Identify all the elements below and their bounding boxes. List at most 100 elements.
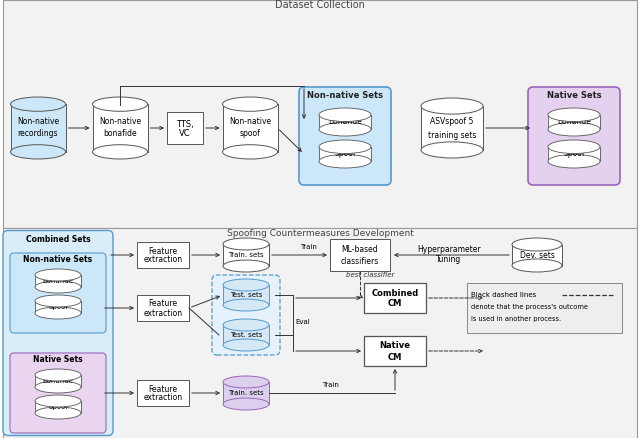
Text: Feature: Feature [148, 300, 177, 308]
FancyBboxPatch shape [3, 228, 637, 438]
FancyBboxPatch shape [137, 380, 189, 406]
Ellipse shape [35, 307, 81, 319]
FancyBboxPatch shape [35, 301, 81, 313]
Text: Train: Train [321, 382, 339, 388]
Ellipse shape [223, 398, 269, 410]
FancyBboxPatch shape [35, 401, 81, 413]
Text: Train: Train [300, 244, 316, 250]
Ellipse shape [10, 145, 65, 159]
Ellipse shape [35, 395, 81, 407]
Ellipse shape [223, 319, 269, 331]
FancyBboxPatch shape [10, 104, 65, 152]
Text: ASVspoof 5: ASVspoof 5 [430, 117, 474, 126]
Text: Spoof: Spoof [48, 404, 68, 410]
Text: Non-native Sets: Non-native Sets [24, 255, 93, 265]
FancyBboxPatch shape [421, 106, 483, 150]
Text: extraction: extraction [143, 308, 182, 318]
FancyBboxPatch shape [137, 242, 189, 268]
Ellipse shape [223, 299, 269, 311]
Text: classifiers: classifiers [341, 257, 379, 265]
Text: Spoof: Spoof [334, 149, 356, 159]
Text: Non-native: Non-native [17, 117, 59, 127]
FancyBboxPatch shape [137, 295, 189, 321]
Text: VC: VC [179, 130, 191, 138]
Text: Feature: Feature [148, 385, 177, 393]
Ellipse shape [223, 279, 269, 291]
Ellipse shape [223, 260, 269, 272]
FancyBboxPatch shape [93, 104, 147, 152]
Text: is used in another process.: is used in another process. [471, 316, 561, 322]
Text: Feature: Feature [148, 247, 177, 255]
Text: Hyperparameter: Hyperparameter [417, 246, 481, 254]
Text: Train. sets: Train. sets [228, 390, 264, 396]
Text: Eval: Eval [295, 319, 310, 325]
Text: Test. sets: Test. sets [230, 292, 262, 298]
Text: training sets: training sets [428, 131, 476, 139]
Text: Spoofing Countermeasures Development: Spoofing Countermeasures Development [227, 229, 413, 237]
Text: Native Sets: Native Sets [33, 356, 83, 364]
FancyBboxPatch shape [319, 147, 371, 161]
Ellipse shape [223, 145, 278, 159]
FancyBboxPatch shape [3, 0, 637, 228]
FancyBboxPatch shape [364, 336, 426, 366]
Text: denote that the process's outcome: denote that the process's outcome [471, 304, 588, 310]
Text: recordings: recordings [18, 130, 58, 138]
Text: Combined: Combined [371, 289, 419, 297]
Ellipse shape [35, 369, 81, 381]
FancyBboxPatch shape [3, 230, 113, 435]
Text: CM: CM [388, 300, 402, 308]
Text: extraction: extraction [143, 393, 182, 403]
Ellipse shape [35, 281, 81, 293]
FancyBboxPatch shape [167, 112, 203, 144]
Text: Native: Native [380, 342, 410, 350]
Text: Combined Sets: Combined Sets [26, 236, 90, 244]
Ellipse shape [512, 259, 562, 272]
Ellipse shape [35, 407, 81, 419]
FancyBboxPatch shape [10, 253, 106, 333]
Ellipse shape [421, 98, 483, 114]
FancyBboxPatch shape [223, 244, 269, 266]
Text: Dataset Collection: Dataset Collection [275, 0, 365, 10]
FancyBboxPatch shape [512, 244, 562, 265]
FancyBboxPatch shape [10, 353, 106, 433]
Ellipse shape [319, 123, 371, 136]
Text: spoof: spoof [239, 130, 260, 138]
Ellipse shape [223, 339, 269, 351]
Ellipse shape [548, 123, 600, 136]
Text: Dev. sets: Dev. sets [520, 251, 554, 259]
Text: Spoof: Spoof [48, 304, 68, 310]
Text: best classifier: best classifier [346, 272, 394, 278]
FancyBboxPatch shape [35, 375, 81, 387]
Text: Tuning: Tuning [436, 254, 461, 264]
Ellipse shape [35, 295, 81, 307]
Text: Non-native: Non-native [229, 117, 271, 127]
FancyBboxPatch shape [35, 275, 81, 287]
Text: Bonafide: Bonafide [557, 117, 591, 127]
Text: Non-native Sets: Non-native Sets [307, 92, 383, 100]
Ellipse shape [93, 97, 147, 111]
Ellipse shape [319, 108, 371, 121]
FancyBboxPatch shape [528, 87, 620, 185]
Text: TTS,: TTS, [176, 120, 194, 128]
Text: Spoof: Spoof [563, 149, 585, 159]
FancyBboxPatch shape [223, 325, 269, 345]
FancyBboxPatch shape [548, 147, 600, 161]
Ellipse shape [35, 269, 81, 281]
Text: Non-native: Non-native [99, 117, 141, 127]
Ellipse shape [548, 108, 600, 121]
FancyBboxPatch shape [223, 285, 269, 305]
FancyBboxPatch shape [467, 283, 622, 333]
Text: Bonafide: Bonafide [43, 278, 74, 284]
Ellipse shape [223, 376, 269, 388]
Ellipse shape [223, 238, 269, 250]
FancyBboxPatch shape [223, 382, 269, 404]
Ellipse shape [421, 142, 483, 158]
Text: Test. sets: Test. sets [230, 332, 262, 338]
Ellipse shape [319, 140, 371, 154]
Ellipse shape [93, 145, 147, 159]
FancyBboxPatch shape [299, 87, 391, 185]
Text: extraction: extraction [143, 255, 182, 265]
Ellipse shape [548, 140, 600, 154]
FancyBboxPatch shape [223, 104, 278, 152]
Text: CM: CM [388, 353, 402, 361]
